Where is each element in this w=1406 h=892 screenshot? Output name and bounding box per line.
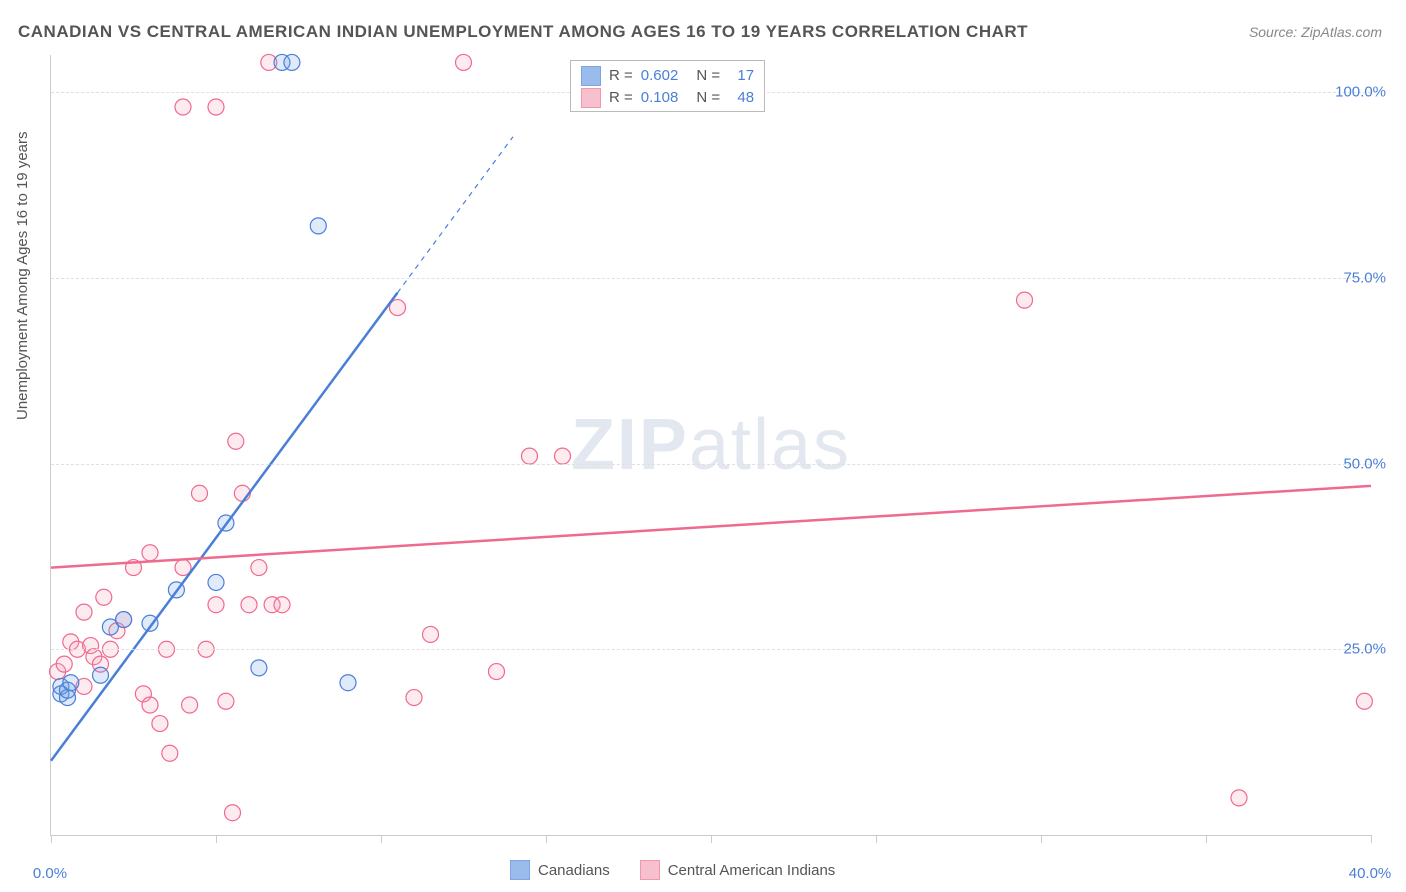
scatter-chart [51,55,1371,835]
data-point [218,693,234,709]
swatch-cai-icon [640,860,660,880]
y-axis-label: Unemployment Among Ages 16 to 19 years [14,131,31,420]
legend-item-canadians: Canadians [510,860,610,880]
y-tick-label: 75.0% [1343,269,1386,286]
data-point [152,716,168,732]
x-tick-label: 40.0% [1349,865,1392,882]
stats-legend: R = 0.602 N = 17 R = 0.108 N = 48 [570,60,765,112]
data-point [456,54,472,70]
series-legend: Canadians Central American Indians [510,860,835,880]
data-point [251,560,267,576]
data-point [1017,292,1033,308]
data-point [208,99,224,115]
data-point [208,597,224,613]
data-point [555,448,571,464]
data-point [116,612,132,628]
data-point [192,485,208,501]
data-point [274,597,290,613]
data-point [63,675,79,691]
data-point [1356,693,1372,709]
data-point [284,54,300,70]
data-point [142,545,158,561]
data-point [182,697,198,713]
trend-line-extrapolation [398,137,514,293]
swatch-canadians [581,66,601,86]
data-point [340,675,356,691]
data-point [225,805,241,821]
swatch-cai [581,88,601,108]
stats-row-cai: R = 0.108 N = 48 [581,87,754,109]
data-point [93,667,109,683]
data-point [96,589,112,605]
source-label: Source: ZipAtlas.com [1249,24,1382,40]
data-point [251,660,267,676]
data-point [241,597,257,613]
stats-row-canadians: R = 0.602 N = 17 [581,65,754,87]
data-point [175,99,191,115]
data-point [522,448,538,464]
x-tick-label: 0.0% [33,865,67,882]
data-point [208,574,224,590]
data-point [1231,790,1247,806]
swatch-canadians-icon [510,860,530,880]
data-point [142,697,158,713]
data-point [162,745,178,761]
y-tick-label: 25.0% [1343,641,1386,658]
y-tick-label: 50.0% [1343,455,1386,472]
chart-title: CANADIAN VS CENTRAL AMERICAN INDIAN UNEM… [18,22,1028,42]
plot-area: ZIPatlas [50,55,1371,836]
data-point [406,690,422,706]
data-point [310,218,326,234]
data-point [76,604,92,620]
legend-item-cai: Central American Indians [640,860,836,880]
data-point [489,664,505,680]
data-point [56,656,72,672]
y-tick-label: 100.0% [1335,84,1386,101]
data-point [423,626,439,642]
data-point [228,433,244,449]
